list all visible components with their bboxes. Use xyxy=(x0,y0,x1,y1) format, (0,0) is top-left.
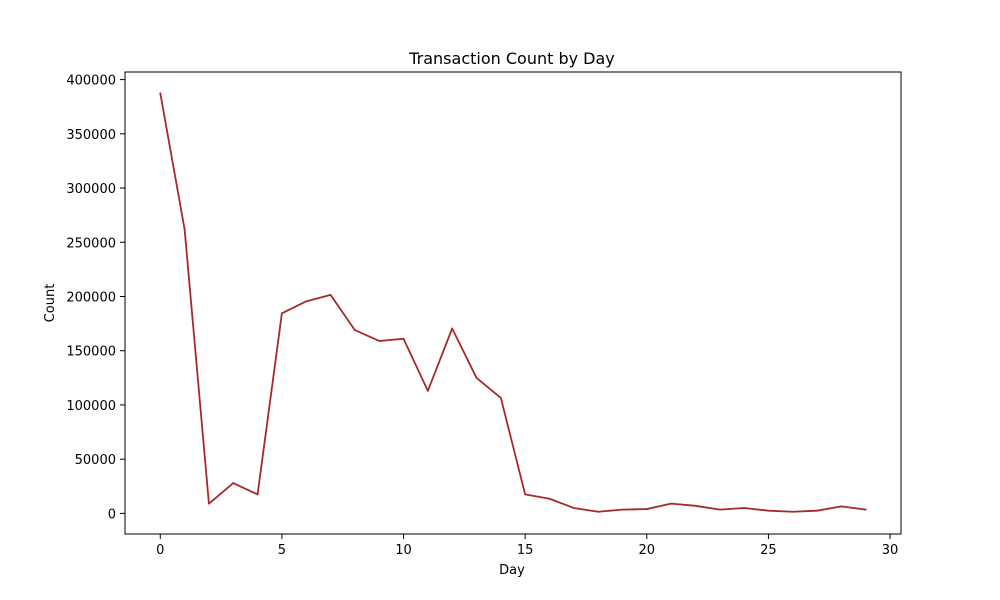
data-point xyxy=(329,293,332,296)
y-tick-label: 150000 xyxy=(66,345,116,360)
y-tick-label: 350000 xyxy=(66,128,116,143)
plot-frame xyxy=(124,71,902,535)
data-point xyxy=(670,502,673,505)
data-point xyxy=(524,493,527,496)
data-point xyxy=(256,493,259,496)
data-point xyxy=(597,510,600,513)
y-tick-label: 250000 xyxy=(66,236,116,251)
data-point xyxy=(767,509,770,512)
x-tick-label: 15 xyxy=(517,543,534,558)
x-tick-label: 20 xyxy=(639,543,656,558)
x-tick-label: 25 xyxy=(760,543,777,558)
y-tick-label: 100000 xyxy=(66,399,116,414)
y-tick-label: 50000 xyxy=(75,453,116,468)
data-point xyxy=(353,329,356,332)
x-tick-label: 10 xyxy=(395,543,412,558)
x-tick-label: 5 xyxy=(278,543,286,558)
data-point xyxy=(208,502,210,505)
x-tick-label: 30 xyxy=(882,543,899,558)
data-point xyxy=(281,312,283,315)
data-point xyxy=(621,508,624,511)
data-point xyxy=(305,300,308,303)
series-line xyxy=(159,92,866,513)
data-point xyxy=(816,509,818,512)
data-point xyxy=(718,508,721,511)
data-point xyxy=(402,337,405,340)
data-point xyxy=(840,505,843,508)
data-point xyxy=(232,482,235,484)
data-point xyxy=(791,510,794,513)
y-tick-label: 300000 xyxy=(66,182,116,197)
data-point xyxy=(743,507,745,509)
data-point xyxy=(475,376,478,379)
y-tick-label: 200000 xyxy=(66,290,116,305)
y-tick-label: 0 xyxy=(108,507,116,522)
y-axis-title: Count xyxy=(43,284,58,323)
data-point xyxy=(378,340,381,342)
data-point xyxy=(451,327,454,330)
data-point xyxy=(864,508,867,511)
data-point xyxy=(548,497,551,500)
plot-area: 0 5 10 15 20 25 30 0 50000 100000 150000 200000 2500… xyxy=(66,74,898,558)
chart-title: Transaction Count by Day xyxy=(408,49,615,68)
data-point xyxy=(572,507,575,509)
data-point xyxy=(183,228,186,231)
data-point xyxy=(499,396,502,399)
x-tick-label: 0 xyxy=(156,543,164,558)
data-point xyxy=(159,92,162,95)
x-axis-title: Day xyxy=(499,563,525,578)
data-point xyxy=(426,389,429,392)
data-point xyxy=(694,504,697,507)
y-tick-label: 400000 xyxy=(66,74,116,89)
data-point xyxy=(645,508,648,510)
